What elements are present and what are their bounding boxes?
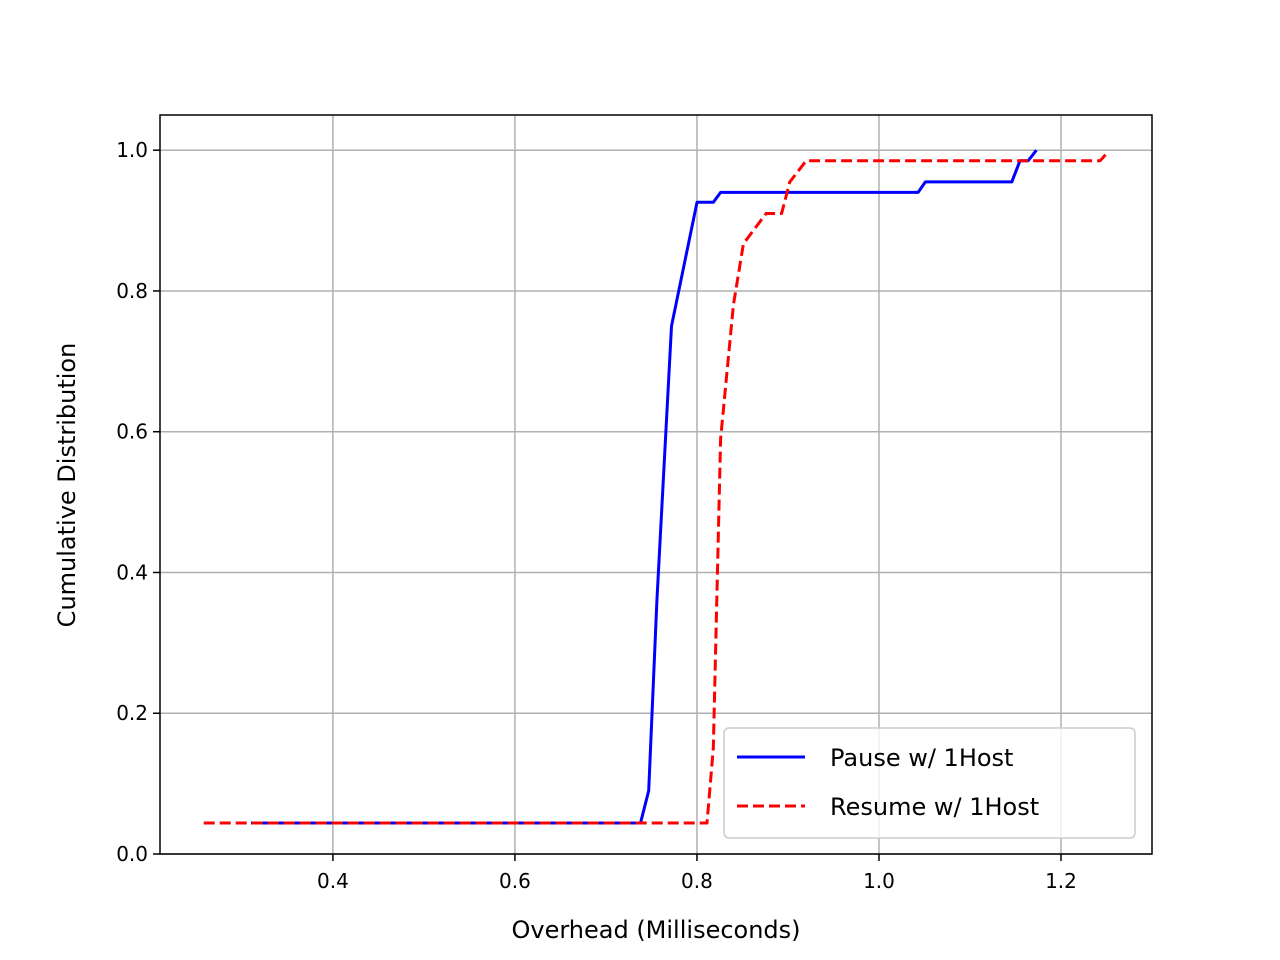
legend: Pause w/ 1Host Resume w/ 1Host [723,727,1136,839]
series-lines [203,149,1108,825]
grid-lines [160,115,1152,855]
axis-ticks: 0.4 0.6 0.8 1.0 1.2 0.0 0.2 0.4 0.6 0.8 1.0 [116,138,1077,893]
x-tick-label: 1.0 [863,869,895,893]
x-tick-label: 0.6 [499,869,531,893]
x-tick-label: 0.8 [681,869,713,893]
legend-label-pause: Pause w/ 1Host [830,744,1013,772]
y-tick-label: 0.4 [116,560,148,584]
y-tick-label: 0.6 [116,420,148,444]
legend-box [723,727,1136,839]
x-axis-label: Overhead (Milliseconds) [511,916,800,944]
legend-label-resume: Resume w/ 1Host [830,793,1039,821]
y-axis-label: Cumulative Distribution [53,343,81,628]
x-tick-label: 1.2 [1045,869,1077,893]
y-tick-label: 1.0 [116,138,148,162]
y-tick-label: 0.8 [116,279,148,303]
x-tick-label: 0.4 [317,869,349,893]
plot-area-frame [159,114,1153,855]
y-tick-label: 0.2 [116,701,148,725]
series-line-resume [203,152,1108,825]
series-line-pause [251,149,1038,825]
y-tick-label: 0.0 [116,842,148,866]
